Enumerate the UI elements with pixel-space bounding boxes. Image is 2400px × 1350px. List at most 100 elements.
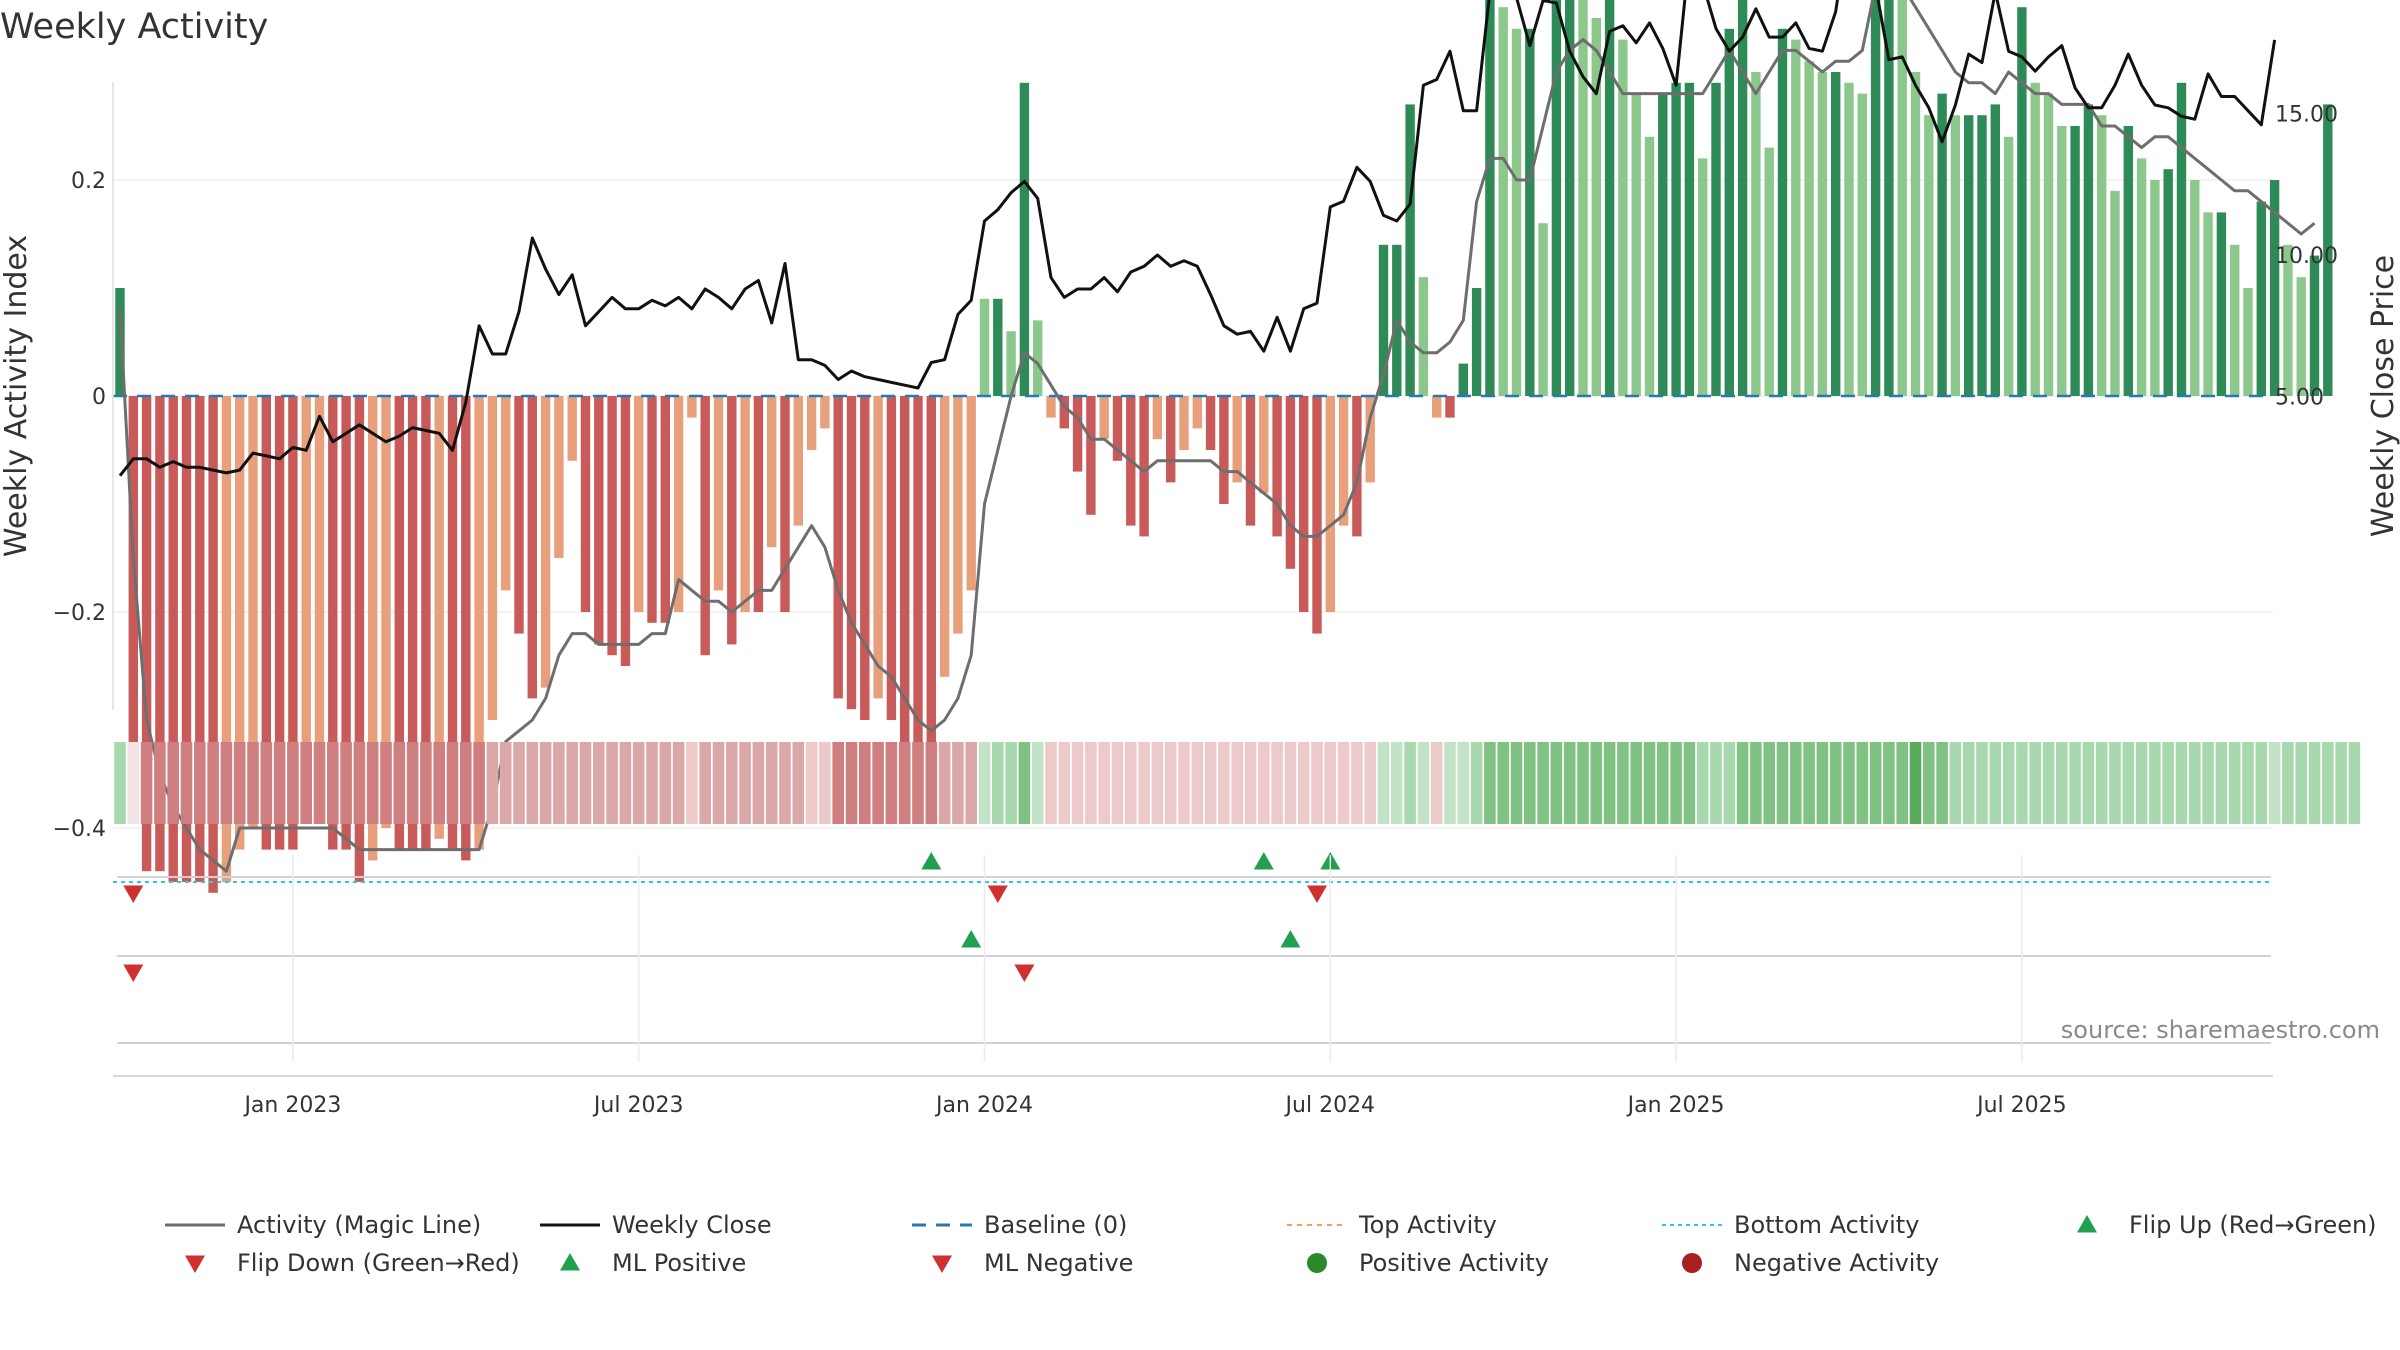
activity-bar	[846, 396, 857, 710]
activity-bar	[833, 396, 843, 699]
heatmap-cell	[1750, 742, 1762, 824]
heatmap-cell	[313, 742, 326, 824]
x-tick-label: Jul 2025	[1975, 1093, 2067, 1118]
activity-bar	[2017, 7, 2027, 396]
heatmap-cell	[1856, 742, 1869, 824]
heatmap-cell	[1457, 742, 1470, 824]
activity-bar	[421, 396, 431, 850]
left-axis-ticks: 0.40.20−0.2−0.4	[53, 169, 106, 842]
activity-bar	[1285, 396, 1296, 569]
activity-bar	[660, 396, 670, 623]
right-tick-label: 15.00	[2275, 103, 2338, 128]
heatmap-cell	[1098, 742, 1110, 824]
activity-bar	[2269, 180, 2280, 396]
heatmap-cell	[2149, 742, 2161, 824]
activity-bar	[2030, 82, 2040, 397]
heatmap-cell	[1071, 742, 1084, 824]
activity-bar	[2323, 104, 2333, 397]
heatmap-cell	[2135, 742, 2148, 824]
activity-bar	[1817, 72, 1828, 396]
activity-bar	[2070, 126, 2080, 396]
legend-label: Bottom Activity	[1734, 1211, 1919, 1239]
heatmap-cell	[1377, 742, 1390, 824]
activity-bar	[966, 396, 976, 591]
activity-bar	[1777, 28, 1788, 397]
heatmap-cell	[473, 742, 485, 824]
ml-positive-marker	[961, 930, 982, 948]
activity-bar	[2150, 180, 2160, 396]
activity-bar	[1192, 396, 1202, 429]
heatmap-cell	[1843, 742, 1855, 824]
heatmap-cell	[1125, 742, 1137, 824]
heatmap-cell	[2095, 742, 2108, 824]
heatmap-cell	[446, 742, 459, 824]
heatmap-cell	[1723, 742, 1736, 824]
ml-negative-marker	[123, 964, 144, 982]
activity-bar	[1737, 0, 1748, 397]
activity-bar	[1046, 396, 1056, 418]
activity-bar	[115, 288, 125, 396]
activity-bar	[128, 396, 138, 785]
heatmap-cell	[2308, 742, 2321, 824]
activity-bar	[2110, 190, 2120, 396]
activity-bar	[501, 396, 511, 591]
activity-bar	[155, 396, 165, 872]
activity-bar	[1511, 28, 1522, 397]
activity-bar	[2283, 244, 2293, 396]
left-tick-label: −0.2	[53, 601, 106, 626]
activity-bar	[2256, 201, 2266, 396]
activity-bar	[394, 396, 404, 850]
activity-bars	[115, 0, 2333, 893]
heatmap-cell	[1284, 742, 1297, 824]
heatmap-cell	[287, 742, 299, 824]
heatmap-cell	[1138, 742, 1150, 824]
legend-symbol-ml-negative	[932, 1255, 952, 1273]
activity-bar	[1405, 104, 1415, 397]
heatmap-cell	[1231, 742, 1243, 824]
activity-bar	[2203, 212, 2213, 396]
activity-bar	[2216, 212, 2227, 396]
activity-bar	[1152, 396, 1163, 440]
heatmap-cell	[1470, 742, 1483, 824]
activity-bar	[607, 396, 617, 656]
activity-heatmap	[114, 742, 2361, 824]
activity-bar	[1112, 396, 1123, 461]
activity-bar	[554, 396, 564, 558]
activity-bar	[620, 396, 631, 666]
activity-bar	[1458, 363, 1468, 396]
legend-label: ML Negative	[984, 1249, 1133, 1277]
heatmap-cell	[2189, 742, 2201, 824]
activity-bar	[1378, 244, 1389, 396]
activity-bar	[461, 396, 471, 861]
heatmap-cell	[380, 742, 392, 824]
heatmap-cell	[938, 742, 951, 824]
activity-bar	[1764, 147, 1774, 396]
heatmap-cell	[1603, 742, 1616, 824]
activity-bar	[1072, 396, 1083, 472]
activity-bar	[1791, 39, 1801, 396]
activity-bar	[235, 396, 245, 850]
activity-bar	[1631, 93, 1641, 396]
activity-bar	[1299, 396, 1309, 612]
activity-bar	[2176, 82, 2187, 397]
heatmap-cell	[1337, 742, 1350, 824]
activity-bar	[301, 396, 311, 818]
activity-bar	[1698, 158, 1708, 396]
activity-bar	[434, 396, 444, 839]
heatmap-cell	[1710, 742, 1722, 824]
left-tick-label: 0.2	[71, 169, 106, 194]
activity-bar	[1977, 115, 1987, 396]
activity-bar	[1432, 396, 1442, 418]
heatmap-cell	[885, 742, 898, 824]
legend-label: Baseline (0)	[984, 1211, 1127, 1239]
activity-bar	[381, 396, 391, 828]
heatmap-cell	[1577, 742, 1589, 824]
heatmap-cell	[1258, 742, 1270, 824]
heatmap-cell	[2016, 742, 2028, 824]
heatmap-cell	[845, 742, 858, 824]
heatmap-cell	[1045, 742, 1057, 824]
activity-bar	[979, 298, 990, 396]
flip-up-marker	[921, 852, 942, 870]
heatmap-cell	[1896, 742, 1908, 824]
heatmap-cell	[1617, 742, 1629, 824]
